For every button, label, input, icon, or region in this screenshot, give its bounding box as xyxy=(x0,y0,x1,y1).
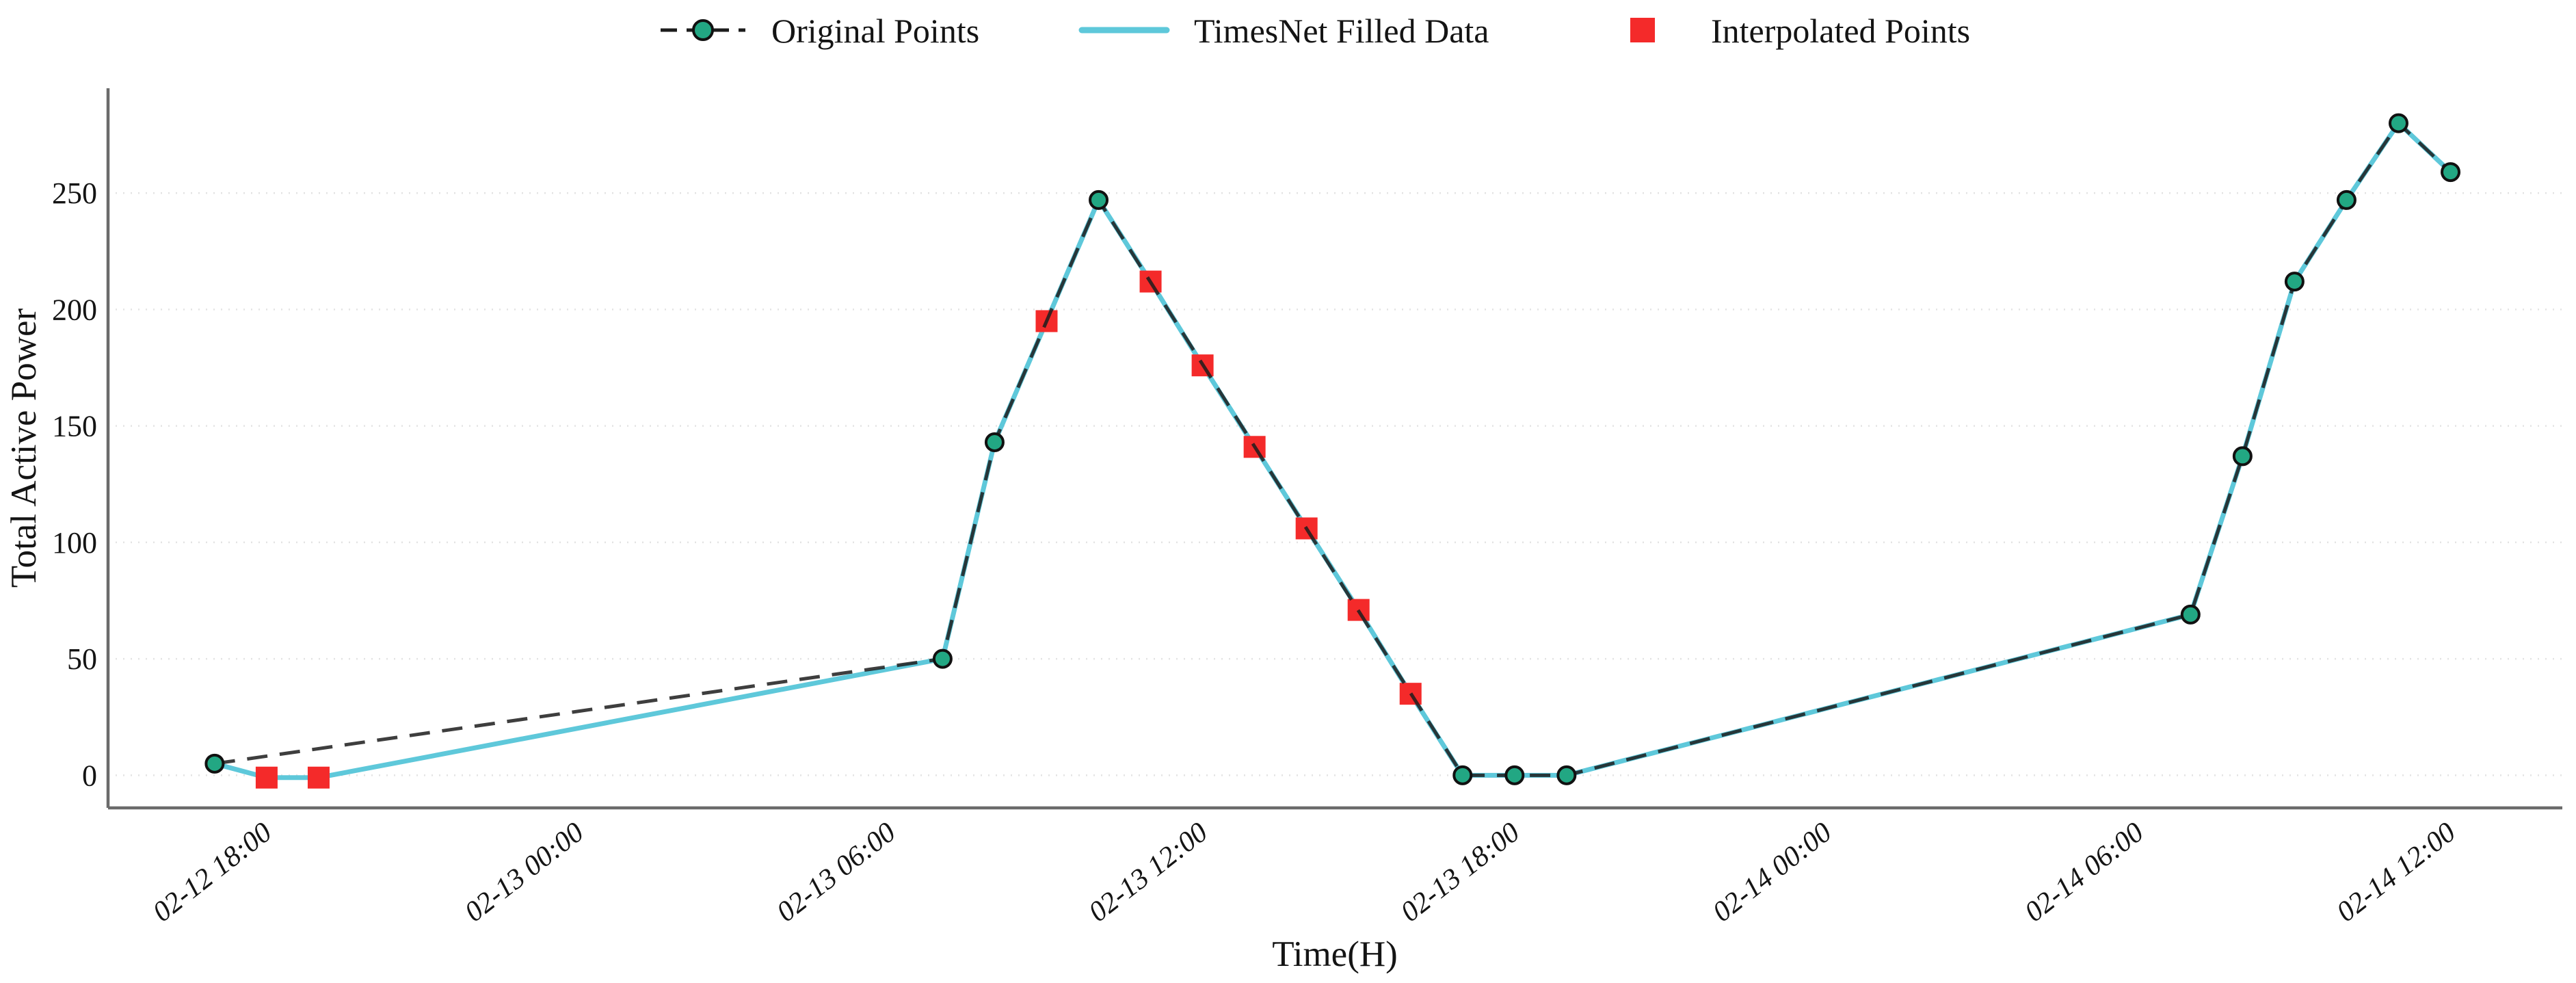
legend-label-timesnet: TimesNet Filled Data xyxy=(1194,12,1489,50)
original-point-marker xyxy=(2388,113,2408,133)
y-tick-label: 200 xyxy=(52,293,97,326)
x-axis-title: Time(H) xyxy=(1272,934,1398,974)
original-point-marker xyxy=(2336,189,2356,210)
x-tick-label: 02-14 00:00 xyxy=(1707,817,1837,928)
y-tick-label: 150 xyxy=(52,410,97,443)
y-gridlines xyxy=(108,192,2562,776)
original-point-marker xyxy=(1504,765,1525,785)
original-point-marker xyxy=(2441,162,2461,183)
x-tick-label: 02-13 12:00 xyxy=(1083,817,1214,928)
original-point-marker xyxy=(2180,604,2201,625)
original-point-marker xyxy=(1556,765,1577,785)
y-tick-label: 0 xyxy=(82,759,97,792)
timesnet-line xyxy=(213,120,2452,781)
legend-item-original: Original Points xyxy=(661,12,979,50)
red-square-icon xyxy=(1630,18,1655,42)
axes-spines xyxy=(106,88,2562,810)
y-tick-label: 50 xyxy=(67,642,97,676)
legend-item-interpolated: Interpolated Points xyxy=(1630,12,1970,50)
interpolated-point-marker xyxy=(255,766,278,789)
y-tick-label: 250 xyxy=(52,176,97,210)
x-tick-label: 02-14 06:00 xyxy=(2019,817,2149,928)
x-tick-label: 02-13 18:00 xyxy=(1395,817,1526,928)
legend-circle-marker xyxy=(692,19,714,41)
original-point-marker xyxy=(932,648,953,669)
x-tick-label: 02-13 06:00 xyxy=(771,817,901,928)
original-dashed-line xyxy=(214,121,2452,777)
y-tick-label: 100 xyxy=(52,526,97,560)
x-tick-label: 02-12 18:00 xyxy=(147,817,278,928)
original-point-marker xyxy=(1089,189,1109,210)
interpolated-point-marker xyxy=(307,766,330,789)
x-tick-labels: 02-12 18:00 02-13 00:00 02-13 06:00 02-13 1… xyxy=(147,817,2462,928)
plot-series xyxy=(204,113,2461,789)
legend-item-timesnet: TimesNet Filled Data xyxy=(1078,12,1489,50)
dashed-line-with-circle-icon xyxy=(661,19,745,41)
original-point-marker xyxy=(2232,446,2253,467)
y-tick-labels: 0 50 100 150 200 250 xyxy=(52,176,97,792)
original-point-marker xyxy=(204,753,225,774)
original-point-marker xyxy=(2284,272,2305,292)
x-tick-label: 02-13 00:00 xyxy=(459,817,589,928)
x-tick-label: 02-14 12:00 xyxy=(2331,817,2462,928)
legend-square-marker xyxy=(1630,18,1655,42)
legend-label-original: Original Points xyxy=(771,12,979,50)
legend-label-interpolated: Interpolated Points xyxy=(1711,12,1970,50)
original-point-marker xyxy=(1452,765,1473,785)
original-point-marker xyxy=(984,432,1005,452)
legend: Original Points TimesNet Filled Data Int… xyxy=(661,12,1970,50)
y-axis-title: Total Active Power xyxy=(4,308,44,588)
